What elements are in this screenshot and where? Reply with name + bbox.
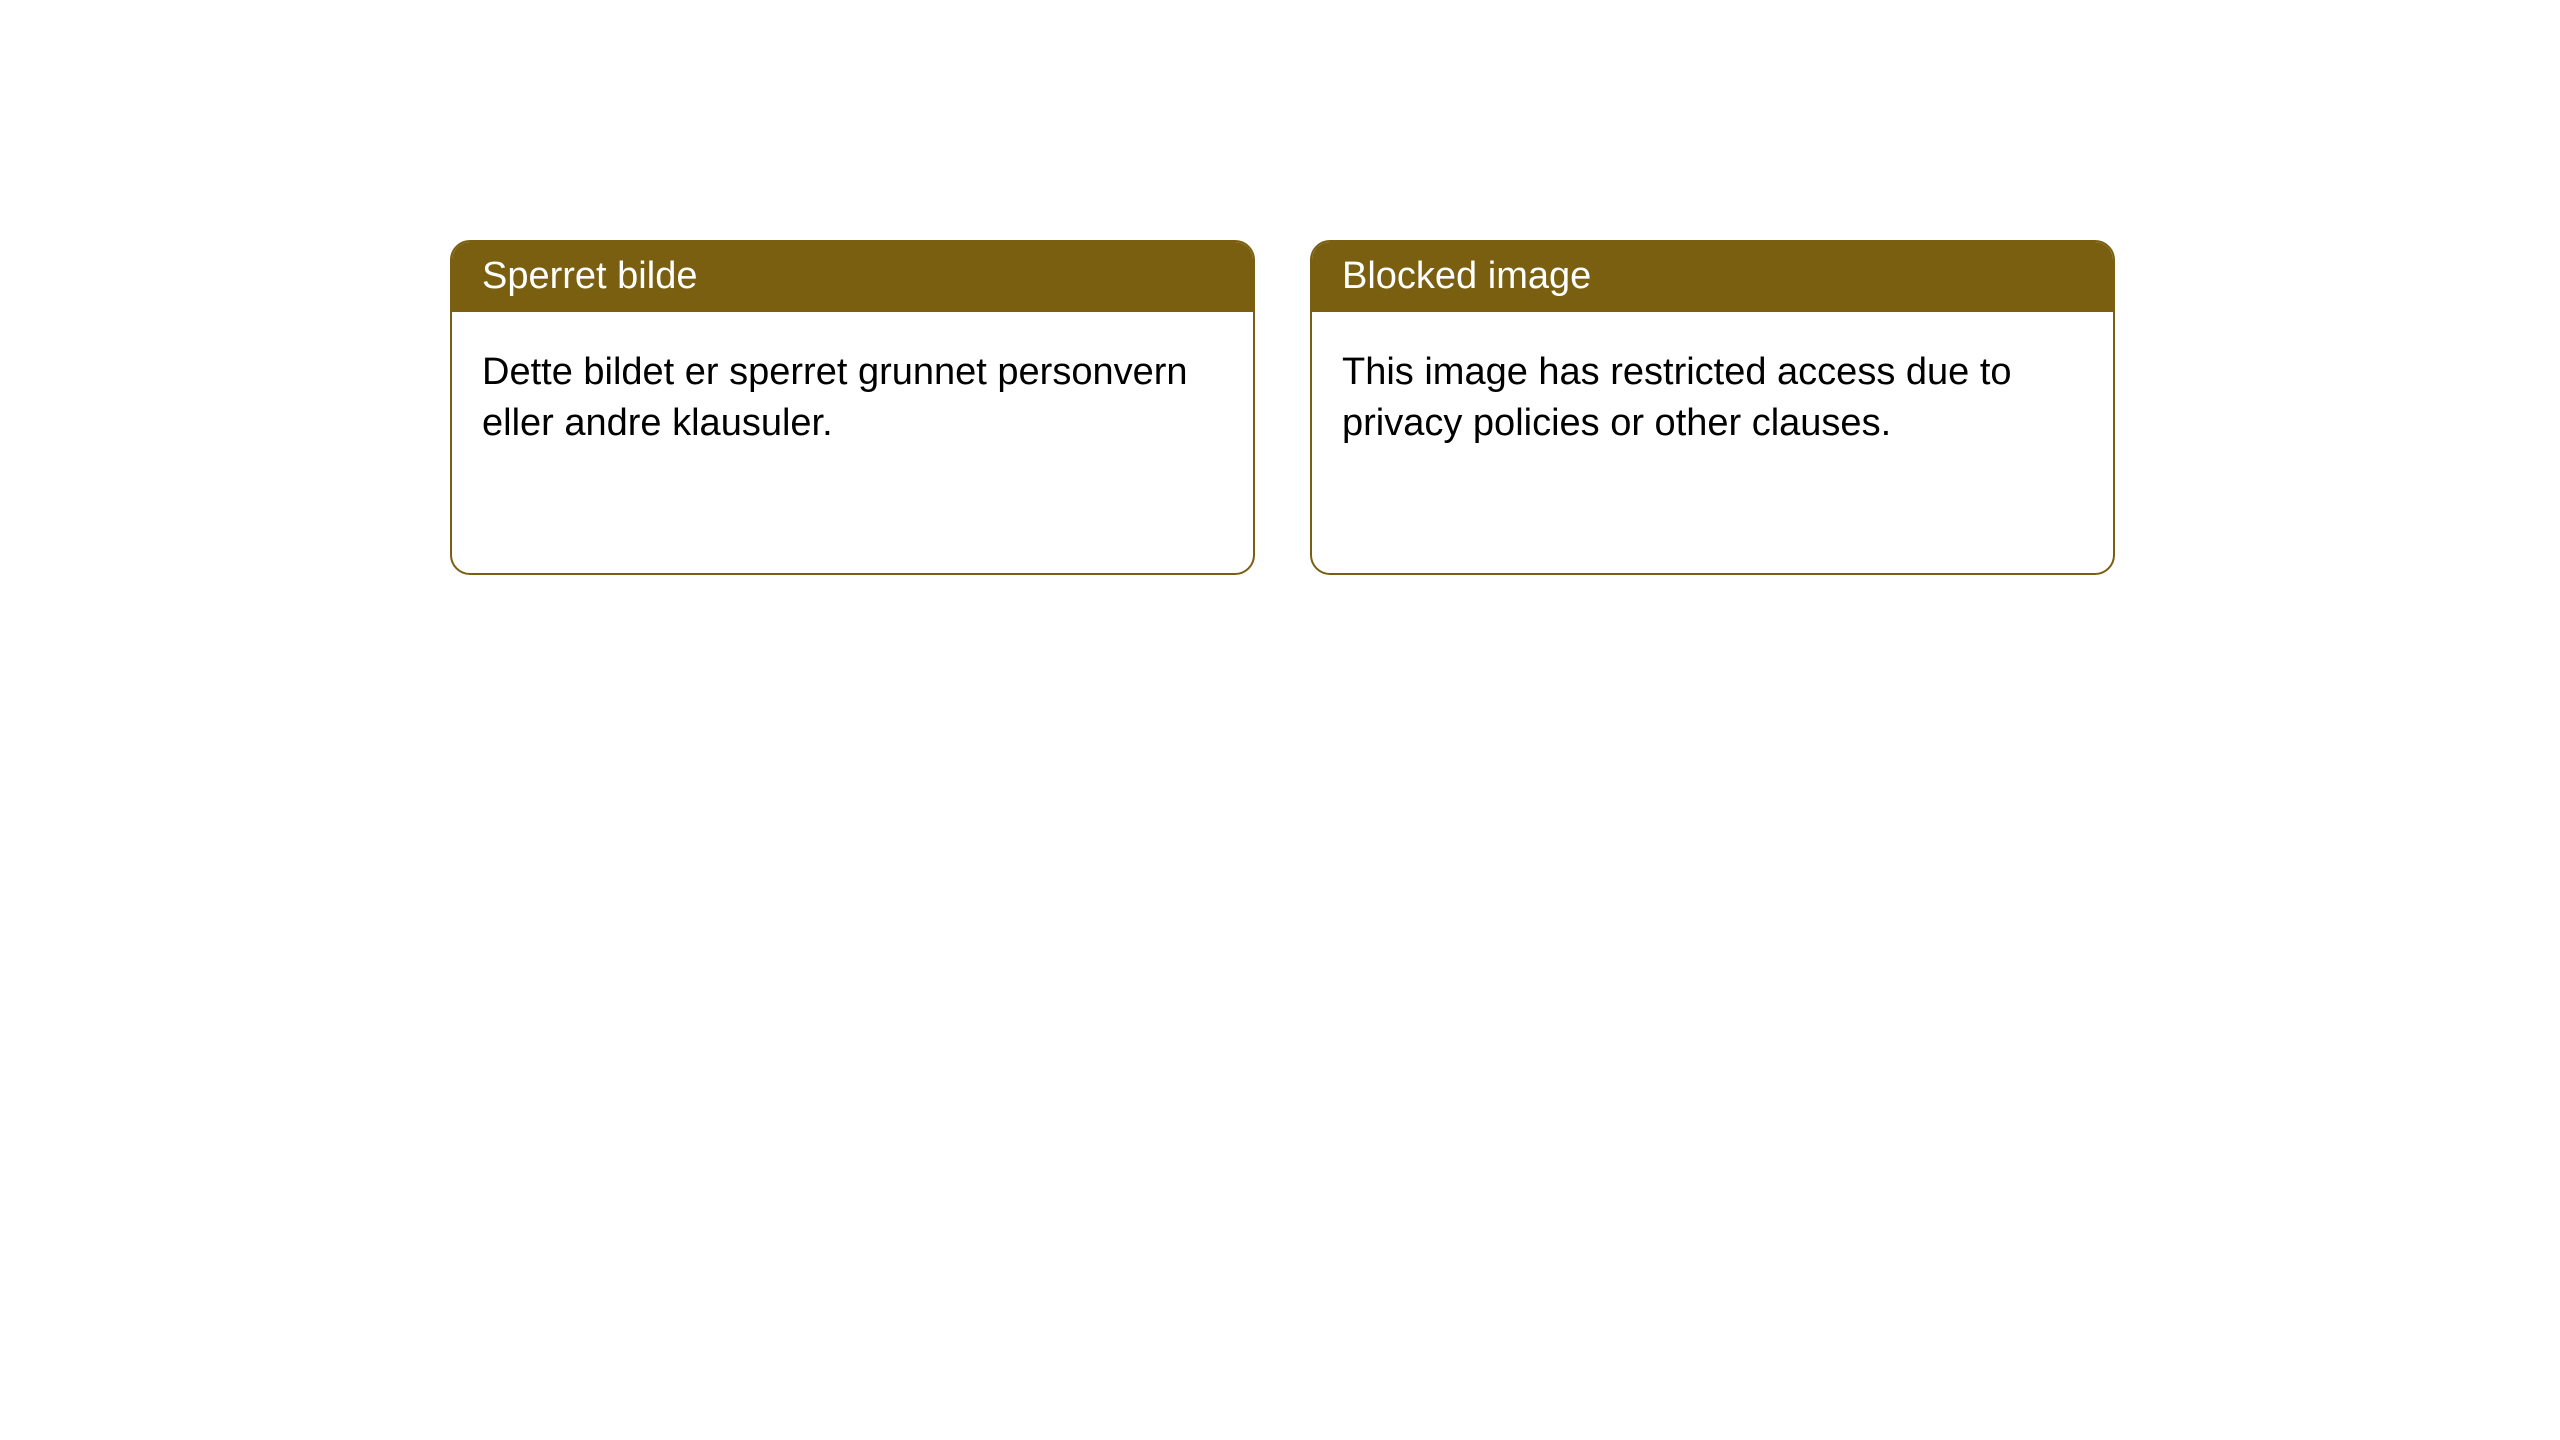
blocked-image-card-english: Blocked image This image has restricted … — [1310, 240, 2115, 575]
blocked-image-card-norwegian: Sperret bilde Dette bildet er sperret gr… — [450, 240, 1255, 575]
notice-container: Sperret bilde Dette bildet er sperret gr… — [0, 0, 2560, 575]
card-body: This image has restricted access due to … — [1312, 312, 2113, 485]
card-header: Sperret bilde — [452, 242, 1253, 312]
card-body: Dette bildet er sperret grunnet personve… — [452, 312, 1253, 485]
card-header: Blocked image — [1312, 242, 2113, 312]
